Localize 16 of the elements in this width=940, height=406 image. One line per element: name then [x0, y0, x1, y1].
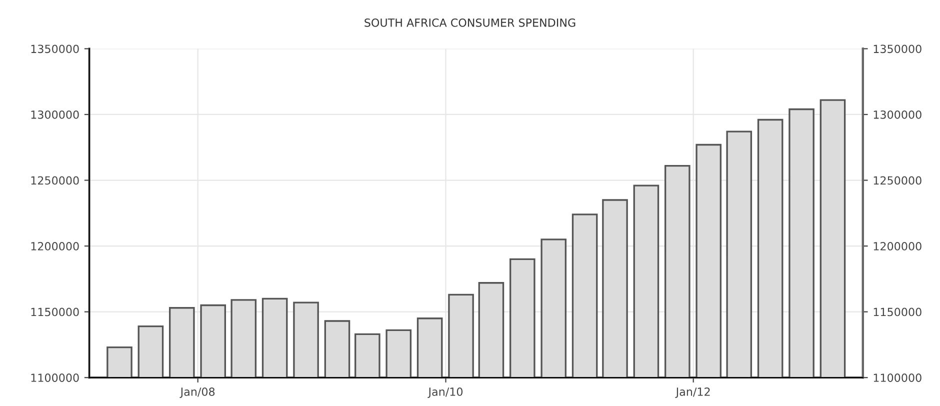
y2-tick-label: 1300000	[874, 110, 922, 119]
y-tick-label: 1150000	[31, 308, 79, 316]
y-tick-label: 1100000	[31, 374, 79, 382]
y-tick-label: 1200000	[31, 242, 79, 250]
x-tick-label: Jan/10	[428, 388, 463, 398]
y-tick-label: 1250000	[31, 176, 79, 185]
y-tick-label: 1350000	[31, 44, 79, 54]
chart-title: SOUTH AFRICA CONSUMER SPENDING	[364, 18, 576, 27]
x-tick-label: Jan/12	[675, 388, 710, 398]
y2-tick-label: 1250000	[874, 176, 922, 185]
y2-tick-label: 1100000	[874, 374, 922, 382]
y2-tick-label: 1200000	[874, 242, 922, 250]
x-tick-label: Jan/08	[180, 388, 215, 398]
y2-tick-label: 1350000	[874, 44, 922, 54]
y-tick-label: 1300000	[31, 110, 79, 119]
y2-tick-label: 1150000	[874, 308, 922, 316]
